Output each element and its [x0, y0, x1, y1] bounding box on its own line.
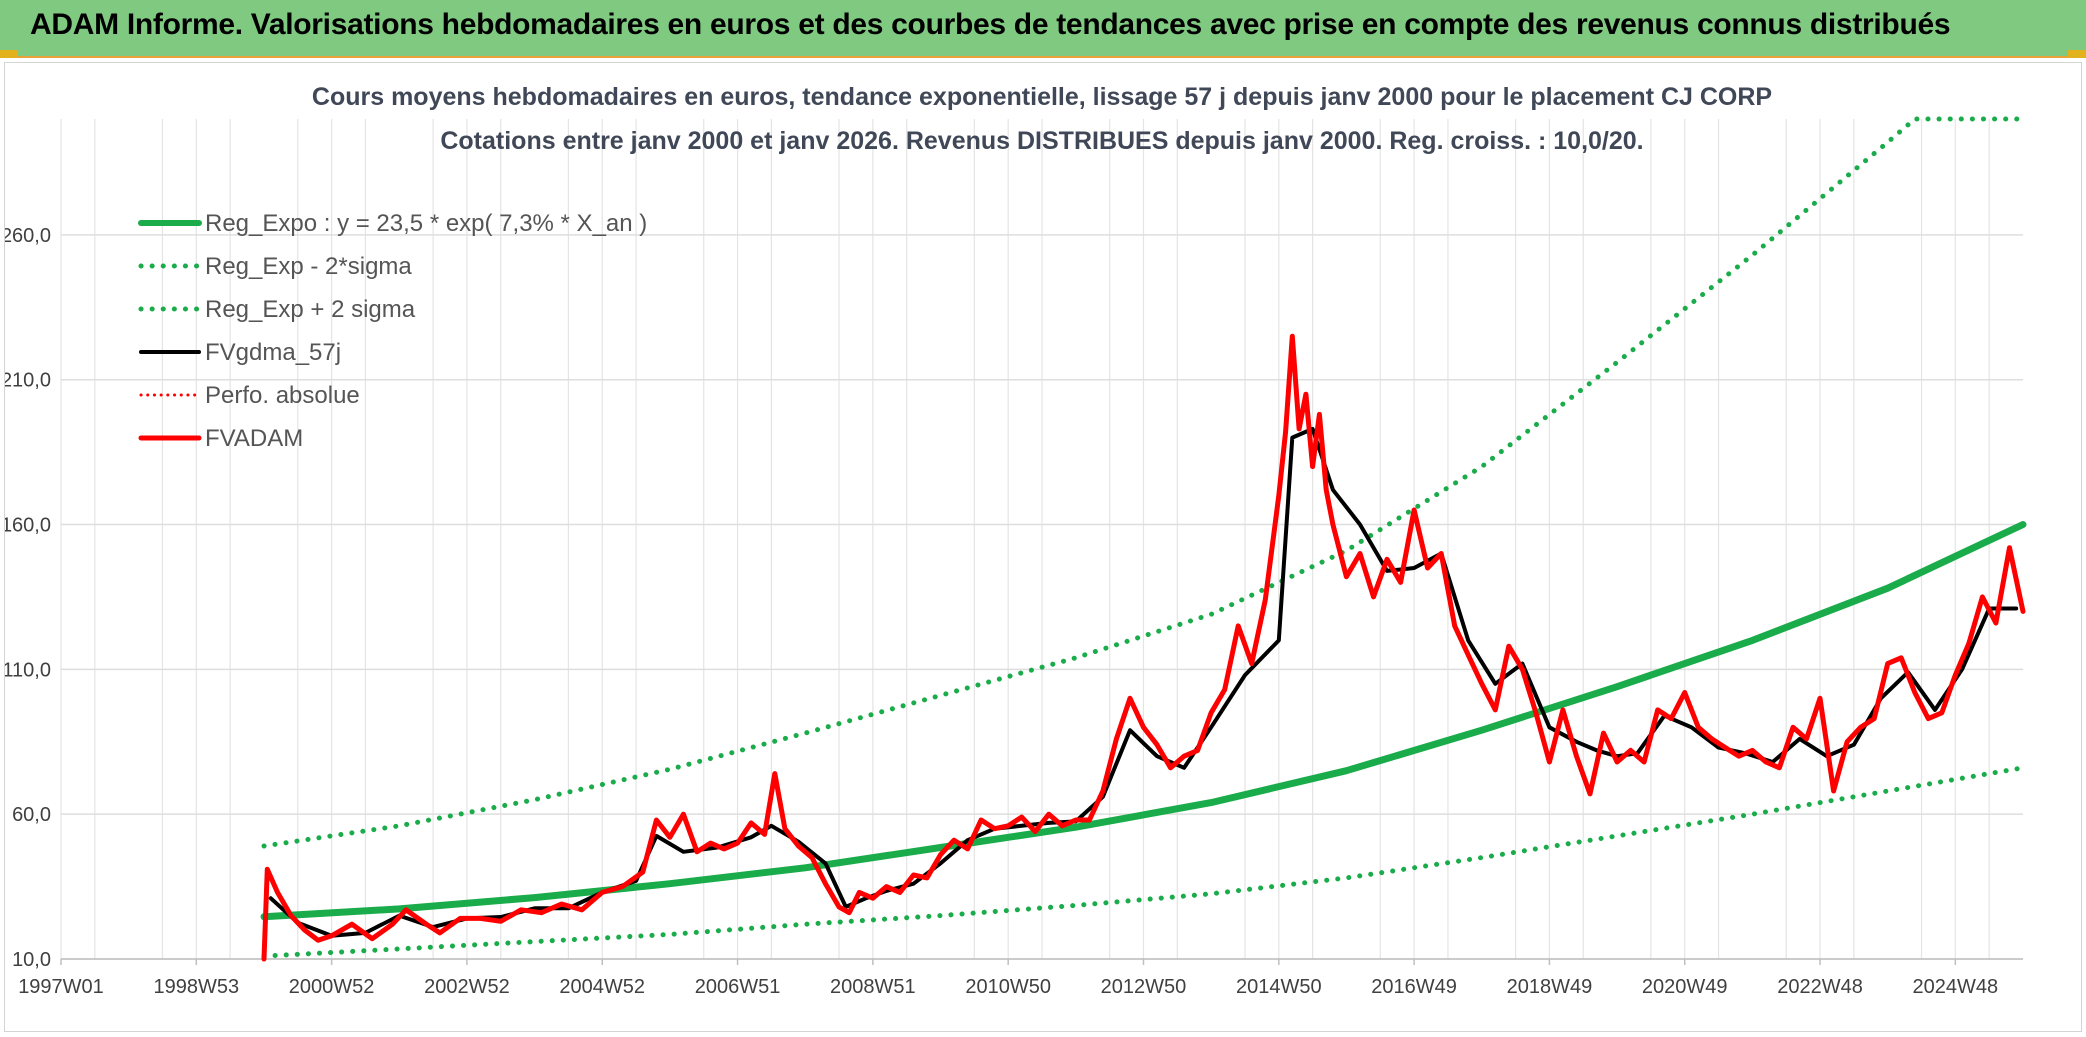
x-tick-label: 2024W48	[1913, 976, 1999, 998]
legend-label-reg-exp-2-sigma: Reg_Exp - 2*sigma	[205, 253, 412, 280]
x-tick-label: 2008W51	[830, 976, 916, 998]
x-tick-label: 2002W52	[424, 976, 510, 998]
x-tick-label: 2016W49	[1371, 976, 1457, 998]
x-tick-label: 1997W01	[18, 976, 104, 998]
y-tick-label: 160,0	[5, 515, 51, 537]
chart-area: 10,0 60,0 110,0 160,0 210,0 260,0 1997W01 1998W…	[4, 62, 2082, 1032]
y-tick-label: 10,0	[12, 949, 51, 971]
x-tick-label: 2006W51	[695, 976, 781, 998]
x-tick-label: 2018W49	[1507, 976, 1593, 998]
series-line-reg-expo-y-23-5-exp-7-3-x-an	[260, 521, 2027, 921]
chart-title: Cours moyens hebdomadaires en euros, ten…	[312, 83, 1772, 111]
legend-label-perfo-absolue: Perfo. absolue	[205, 382, 360, 409]
report-title: ADAM Informe. Valorisations hebdomadaire…	[30, 8, 1951, 41]
trend-chart: 10,0 60,0 110,0 160,0 210,0 260,0 1997W01 1998W…	[5, 83, 2027, 998]
x-tick-label: 2022W48	[1777, 976, 1863, 998]
y-tick-label: 60,0	[12, 804, 51, 826]
y-tick-label: 260,0	[5, 225, 51, 247]
y-tick-label: 110,0	[5, 659, 51, 681]
legend-label-fvgdma-57j: FVgdma_57j	[205, 339, 341, 366]
x-tick-label: 2000W52	[289, 976, 375, 998]
series-line-fvadam	[261, 333, 2026, 962]
x-tick-label: 1998W53	[153, 976, 239, 998]
header-banner: ADAM Informe. Valorisations hebdomadaire…	[0, 0, 2086, 58]
legend-label-reg-exp-2-sigma: Reg_Exp + 2 sigma	[205, 296, 416, 323]
corner-marker-left	[0, 50, 18, 58]
legend-label-fvadam: FVADAM	[205, 425, 303, 452]
corner-marker-right	[2068, 50, 2086, 58]
chart-subtitle: Cotations entre janv 2000 et janv 2026. …	[440, 127, 1643, 155]
y-tick-label: 210,0	[5, 370, 51, 392]
x-tick-label: 2020W49	[1642, 976, 1728, 998]
legend-label-reg-expo-y-23-5-exp-7-3-x-an: Reg_Expo : y = 23,5 * exp( 7,3% * X_an )	[205, 210, 647, 237]
x-tick-label: 2004W52	[559, 976, 645, 998]
x-tick-label: 2012W50	[1101, 976, 1187, 998]
series-line-reg-exp-2-sigma	[261, 116, 2026, 849]
x-tick-label: 2014W50	[1236, 976, 1322, 998]
x-tick-label: 2010W50	[965, 976, 1051, 998]
